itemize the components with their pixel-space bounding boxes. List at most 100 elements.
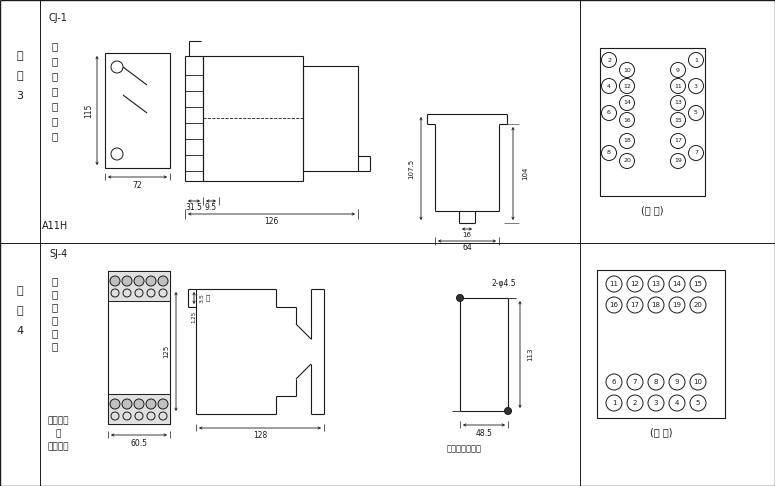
- Text: 19: 19: [673, 302, 681, 308]
- Text: 31.5: 31.5: [185, 204, 202, 212]
- Text: 20: 20: [623, 158, 631, 163]
- Text: 9: 9: [676, 68, 680, 72]
- Text: 5: 5: [696, 400, 700, 406]
- Text: 式: 式: [52, 302, 58, 312]
- Text: 1.25: 1.25: [191, 311, 197, 323]
- Text: 前: 前: [52, 315, 58, 325]
- Text: 19: 19: [674, 158, 682, 163]
- Text: 11: 11: [674, 84, 682, 88]
- Text: 72: 72: [133, 180, 143, 190]
- Text: 8: 8: [607, 151, 611, 156]
- Text: 13: 13: [674, 101, 682, 105]
- Text: 15: 15: [694, 281, 702, 287]
- Circle shape: [146, 276, 156, 286]
- Text: 11: 11: [609, 281, 618, 287]
- Text: 卡: 卡: [206, 295, 210, 301]
- Text: 凸: 凸: [52, 276, 58, 286]
- Text: 125: 125: [163, 345, 169, 358]
- Text: 9.5: 9.5: [205, 204, 217, 212]
- Text: 图: 图: [17, 71, 23, 81]
- Text: 出: 出: [52, 56, 58, 66]
- Text: A11H: A11H: [42, 221, 68, 231]
- Text: CJ-1: CJ-1: [49, 13, 67, 23]
- Circle shape: [456, 295, 463, 301]
- Bar: [108, 271, 170, 301]
- Text: 1: 1: [694, 57, 698, 63]
- Text: 7: 7: [632, 379, 637, 385]
- Text: 4: 4: [607, 84, 611, 88]
- Bar: [597, 270, 725, 418]
- Text: 1: 1: [611, 400, 616, 406]
- Circle shape: [505, 407, 512, 415]
- Text: 115: 115: [84, 104, 94, 118]
- Text: 17: 17: [631, 302, 639, 308]
- Circle shape: [110, 399, 120, 409]
- Text: 3: 3: [654, 400, 658, 406]
- Text: 104: 104: [522, 167, 528, 180]
- Text: 18: 18: [623, 139, 631, 143]
- Text: 卡轨安装: 卡轨安装: [47, 417, 69, 426]
- Text: 12: 12: [623, 84, 631, 88]
- Text: 128: 128: [253, 431, 267, 439]
- Text: 或: 或: [55, 430, 60, 438]
- Text: 126: 126: [264, 216, 279, 226]
- Text: 9: 9: [675, 379, 679, 385]
- Text: 13: 13: [652, 281, 660, 287]
- Text: 3: 3: [16, 91, 23, 101]
- Text: 113: 113: [527, 348, 533, 361]
- Text: 螺钉安装: 螺钉安装: [47, 442, 69, 451]
- Text: 4: 4: [16, 326, 23, 336]
- Bar: [108, 271, 170, 424]
- Text: 3.5: 3.5: [199, 293, 205, 303]
- Text: 附: 附: [17, 51, 23, 61]
- Text: 图: 图: [17, 306, 23, 316]
- Text: 凸: 凸: [52, 41, 58, 51]
- Text: 14: 14: [673, 281, 681, 287]
- Text: 式: 式: [52, 71, 58, 81]
- Text: 板: 板: [52, 86, 58, 96]
- Text: 2-φ4.5: 2-φ4.5: [492, 279, 517, 289]
- Text: 2: 2: [607, 57, 611, 63]
- Text: 10: 10: [623, 68, 631, 72]
- Text: 6: 6: [611, 379, 616, 385]
- Text: SJ-4: SJ-4: [49, 249, 67, 259]
- Circle shape: [122, 276, 132, 286]
- Text: 14: 14: [623, 101, 631, 105]
- Text: 线: 线: [52, 341, 58, 351]
- Text: 6: 6: [607, 110, 611, 116]
- Text: 64: 64: [462, 243, 472, 253]
- Circle shape: [158, 276, 168, 286]
- Text: 4: 4: [675, 400, 679, 406]
- Text: 附: 附: [17, 286, 23, 296]
- Text: 17: 17: [674, 139, 682, 143]
- Text: 5: 5: [694, 110, 698, 116]
- Text: 16: 16: [623, 118, 631, 122]
- Text: 18: 18: [652, 302, 660, 308]
- Bar: [203, 56, 303, 181]
- Text: 出: 出: [52, 289, 58, 299]
- Text: 3: 3: [694, 84, 698, 88]
- Text: 螺钉安装开孔图: 螺钉安装开孔图: [446, 445, 481, 453]
- Text: 60.5: 60.5: [130, 438, 147, 448]
- Circle shape: [158, 399, 168, 409]
- Bar: [105, 53, 170, 168]
- Text: 107.5: 107.5: [408, 158, 414, 178]
- Text: 8: 8: [654, 379, 658, 385]
- Text: 15: 15: [674, 118, 682, 122]
- Bar: [600, 48, 705, 196]
- Text: 2: 2: [633, 400, 637, 406]
- Text: 后: 后: [52, 101, 58, 111]
- Text: 16: 16: [609, 302, 618, 308]
- Text: 接: 接: [52, 116, 58, 126]
- Text: 16: 16: [463, 232, 471, 238]
- Text: 接: 接: [52, 328, 58, 338]
- Text: 10: 10: [694, 379, 702, 385]
- Text: 线: 线: [52, 131, 58, 141]
- Circle shape: [146, 399, 156, 409]
- Text: 12: 12: [631, 281, 639, 287]
- Text: (正 视): (正 视): [649, 427, 672, 437]
- Text: 20: 20: [694, 302, 702, 308]
- Bar: [108, 394, 170, 424]
- Text: 48.5: 48.5: [476, 429, 492, 437]
- Circle shape: [134, 276, 144, 286]
